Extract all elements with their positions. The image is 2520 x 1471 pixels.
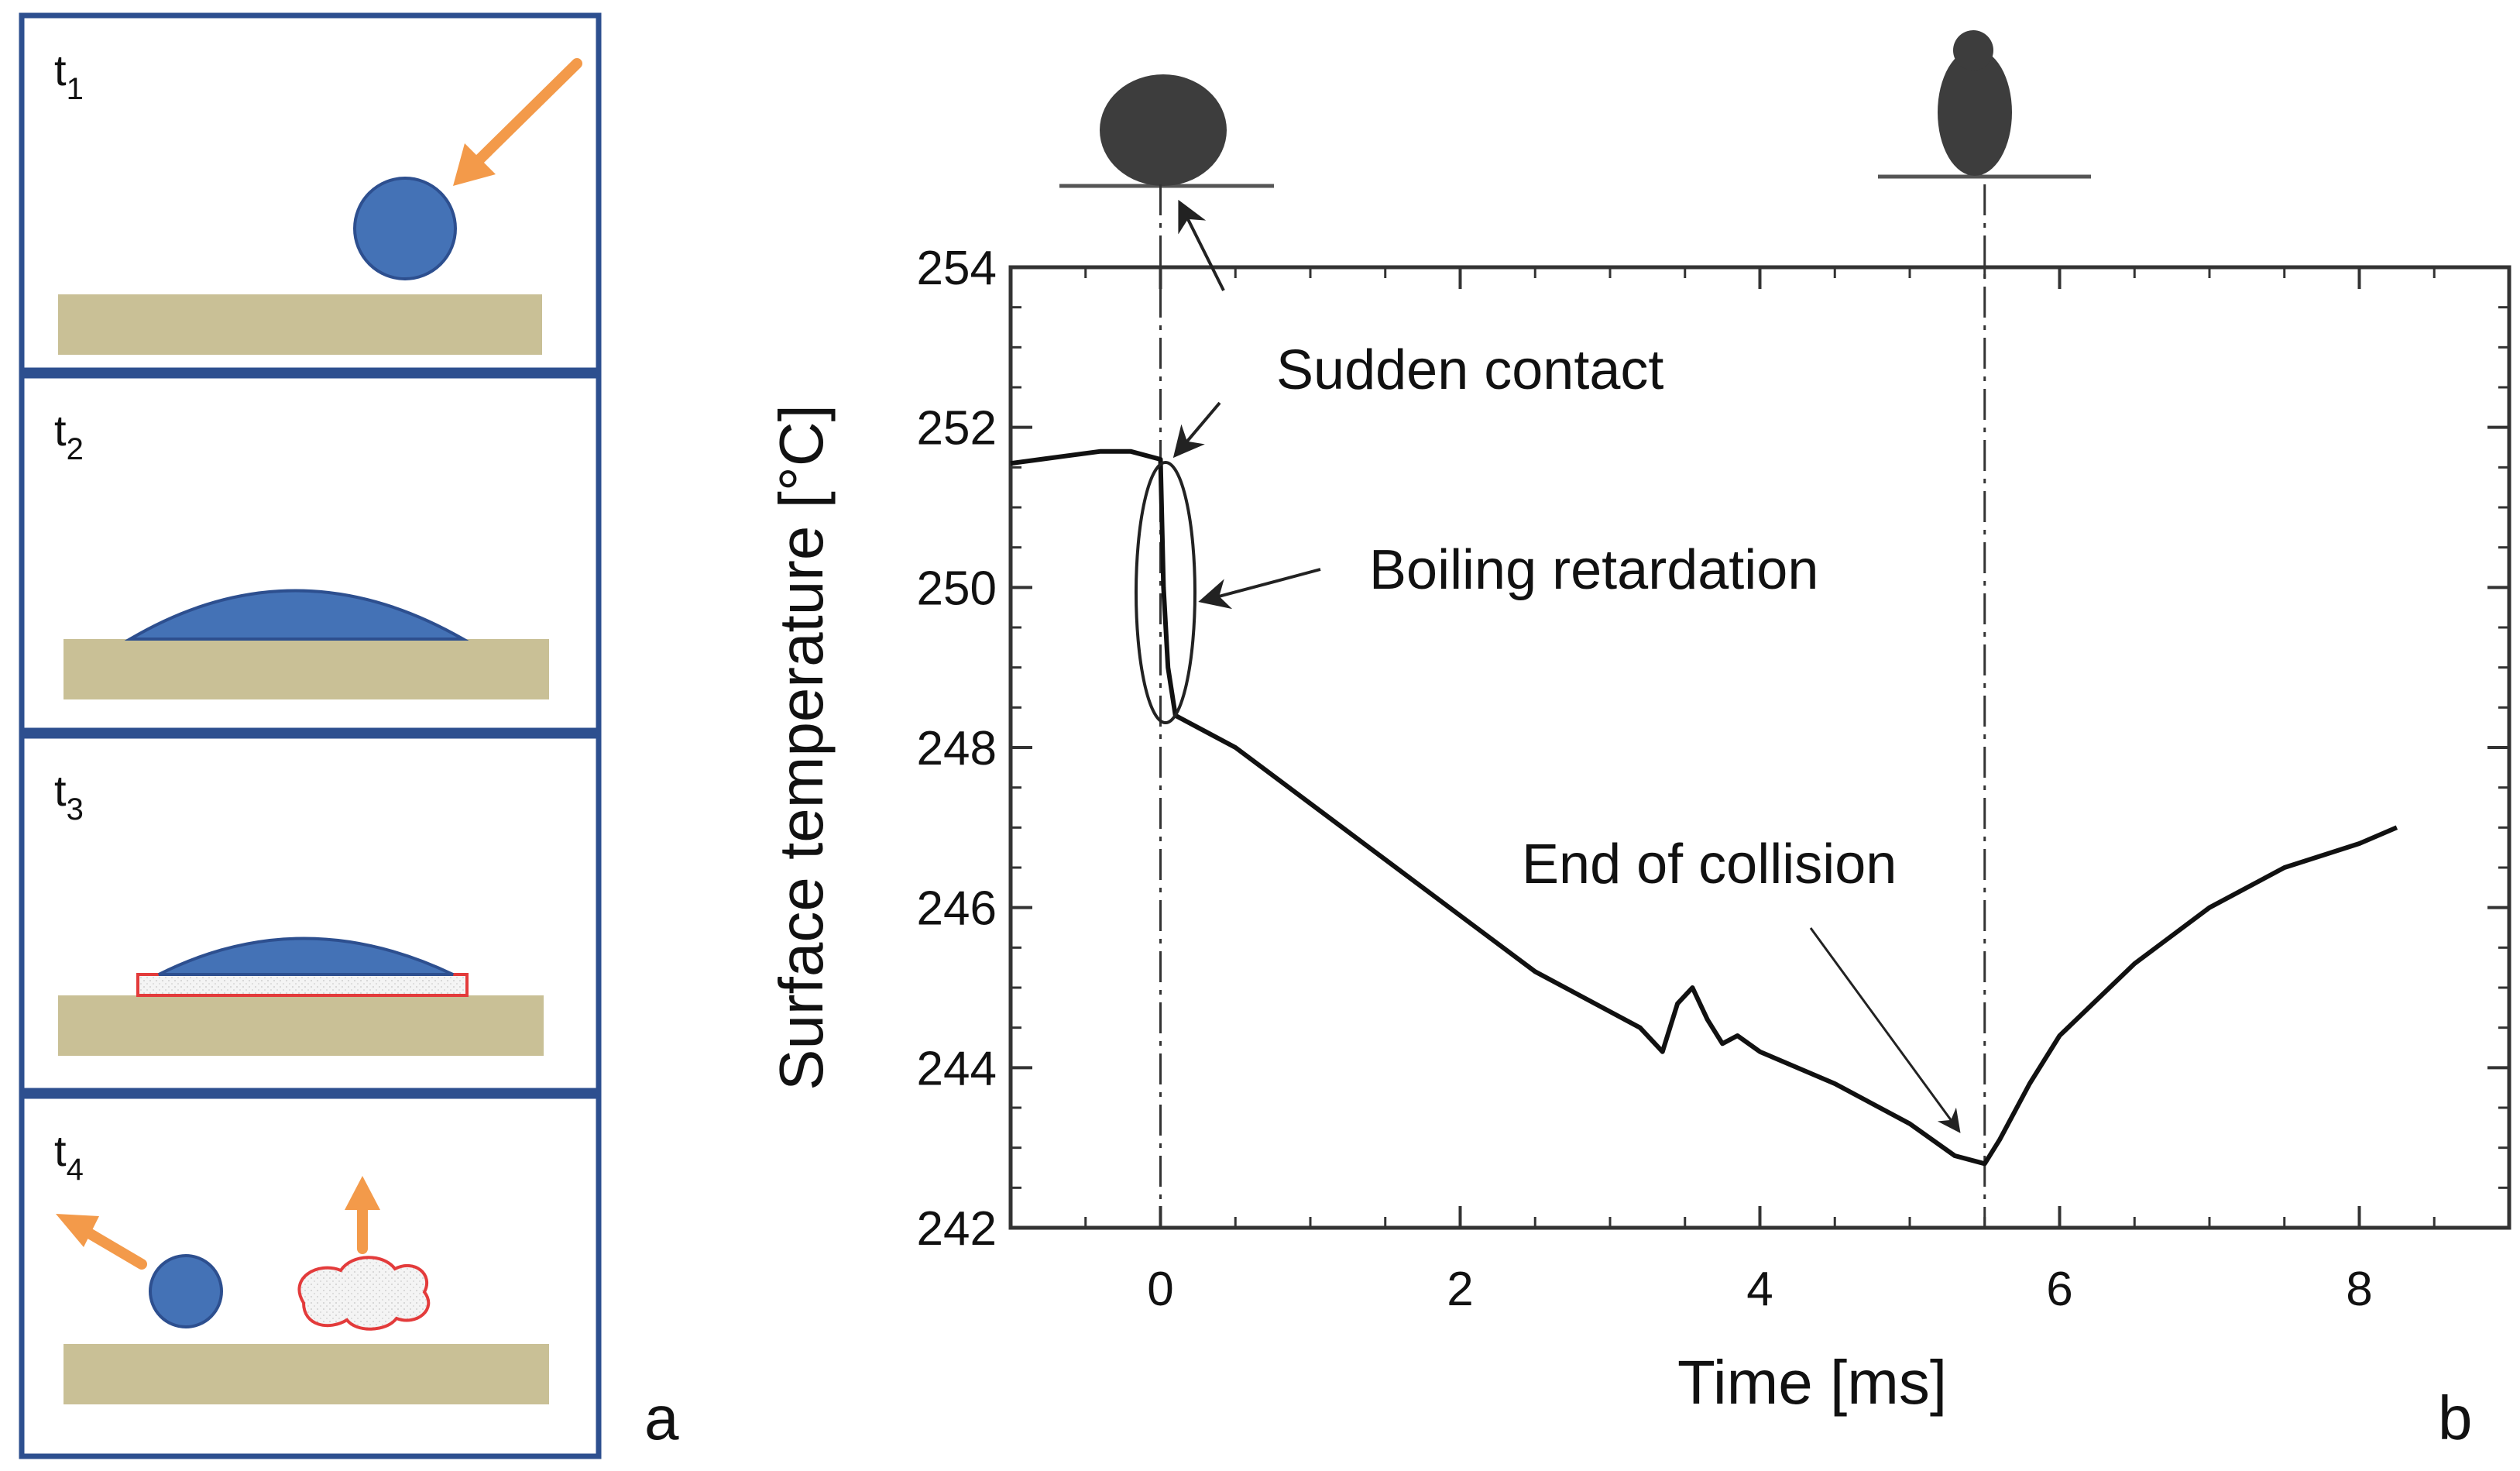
annotation-end-of-collision: End of collision <box>1522 833 1897 895</box>
series-line-surface-temperature <box>1010 449 2398 1167</box>
incoming-arrow-shaft <box>475 58 582 164</box>
rebound-arrow-icon <box>56 1214 99 1247</box>
droplet-silhouette-icon <box>1938 49 2012 176</box>
panel-label-a: a <box>644 1383 679 1452</box>
surface-plate <box>64 639 549 699</box>
droplet-icon <box>353 177 457 280</box>
x-tick-label: 0 <box>1147 1263 1173 1316</box>
y-tick-label: 244 <box>917 1042 997 1095</box>
droplet-silhouette-rebound <box>1878 30 2091 179</box>
y-tick-label: 242 <box>917 1202 997 1256</box>
vapor-layer <box>136 973 469 997</box>
y-tick-label: 254 <box>917 242 997 295</box>
annotation-boiling-retardation: Boiling retardation <box>1369 539 1818 601</box>
vapor-arrow-icon <box>345 1176 380 1210</box>
droplet-silhouette-contact <box>1059 74 1274 188</box>
y-tick-label: 250 <box>917 562 997 615</box>
panel-a: t1 t2 t3 t4 <box>19 12 679 1459</box>
sudden-contact-arrow-bottom <box>1172 401 1221 459</box>
time-label: t3 <box>54 766 84 827</box>
x-axis-label: Time [ms] <box>1677 1348 1947 1417</box>
vertical-markers <box>1159 184 1986 1228</box>
sudden-contact-arrow-top <box>1178 199 1225 291</box>
annotation-sudden-contact: Sudden contact <box>1276 339 1663 401</box>
y-tick-label: 248 <box>917 722 997 775</box>
droplet-silhouette-icon <box>1100 74 1227 186</box>
x-tick-label: 4 <box>1746 1263 1773 1316</box>
panel-label-b: b <box>2438 1383 2473 1452</box>
time-label: t2 <box>54 406 84 466</box>
frame-t3: t3 <box>19 733 602 1094</box>
droplet-satellite-icon <box>1953 30 1993 70</box>
frame-t1: t1 <box>19 12 602 373</box>
y-axis-label: Surface temperature [°C] <box>767 404 836 1091</box>
incoming-arrow-icon <box>453 143 496 186</box>
y-tick-label: 246 <box>917 882 997 936</box>
rebound-droplet-icon <box>149 1254 223 1328</box>
surface-plate <box>64 1344 549 1404</box>
end-of-collision-arrow <box>1809 927 1961 1133</box>
frame-t2: t2 <box>19 373 602 734</box>
x-tick-label: 2 <box>1447 1263 1473 1316</box>
boiling-retardation-ellipse <box>1135 461 1196 724</box>
levitated-droplet-icon <box>158 937 454 976</box>
rebound-arrow-shaft <box>84 1228 147 1270</box>
x-tick-label: 8 <box>2346 1263 2372 1316</box>
frame-t4: t4 <box>19 1093 602 1459</box>
surface-plate <box>58 995 544 1056</box>
y-tick-label: 252 <box>917 402 997 455</box>
time-label: t1 <box>54 46 84 106</box>
spread-droplet-icon <box>124 589 469 641</box>
x-tick-label: 6 <box>2046 1263 2072 1316</box>
time-label: t4 <box>54 1126 84 1187</box>
surface-plate <box>58 294 542 355</box>
boiling-retardation-arrow <box>1198 568 1321 610</box>
vapor-cloud-icon <box>297 1256 431 1331</box>
